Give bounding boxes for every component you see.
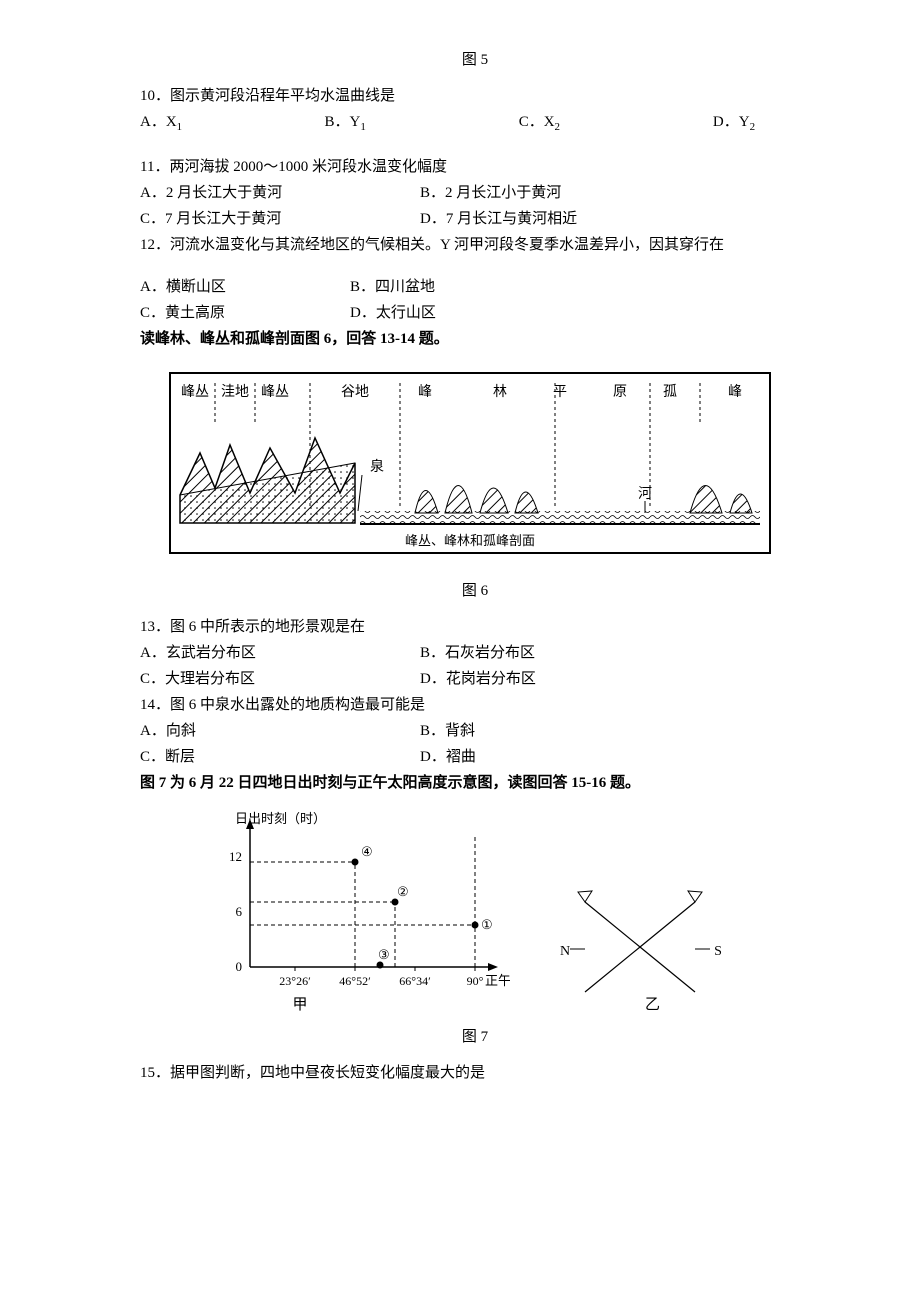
q15-stem: 15．据甲图判断，四地中昼夜长短变化幅度最大的是 bbox=[140, 1061, 810, 1085]
figure5-label: 图 5 bbox=[140, 48, 810, 72]
q12-A: A．横断山区 bbox=[140, 275, 350, 299]
svg-text:23°26′: 23°26′ bbox=[279, 974, 311, 988]
fig7-sub-left: 甲 bbox=[200, 993, 400, 1017]
q12-C: C．黄土高原 bbox=[140, 301, 350, 325]
q11-B: B．2 月长江小于黄河 bbox=[420, 181, 720, 205]
q10-stem: 10．图示黄河段沿程年平均水温曲线是 bbox=[140, 84, 810, 108]
q12-B: B．四川盆地 bbox=[350, 275, 650, 299]
intro-15-16: 图 7 为 6 月 22 日四地日出时刻与正午太阳高度示意图，读图回答 15-1… bbox=[140, 771, 810, 795]
svg-text:洼地: 洼地 bbox=[221, 384, 249, 400]
svg-text:④: ④ bbox=[361, 844, 373, 859]
q10-A: A．X1 bbox=[140, 110, 325, 137]
svg-text:正午太阳高度: 正午太阳高度 bbox=[485, 973, 510, 988]
svg-text:峰丛: 峰丛 bbox=[181, 384, 209, 400]
q11-options-row2: C．7 月长江大于黄河 D．7 月长江与黄河相近 bbox=[140, 207, 810, 231]
figure7-label: 图 7 bbox=[140, 1025, 810, 1049]
q14-stem: 14．图 6 中泉水出露处的地质构造最可能是 bbox=[140, 693, 810, 717]
svg-text:平: 平 bbox=[553, 385, 567, 400]
q13-D: D．花岗岩分布区 bbox=[420, 667, 720, 691]
q13-A: A．玄武岩分布区 bbox=[140, 641, 420, 665]
figure7: 0 6 12 23°26′ 46°52′ 66°34′ 90° 日出时刻（时） 正午太阳高度 ①… bbox=[200, 807, 810, 1017]
q14-options-row1: A．向斜 B．背斜 bbox=[140, 719, 810, 743]
svg-text:90°: 90° bbox=[467, 974, 484, 988]
figure6: 峰丛洼地峰丛 谷地 峰 林 平 原 孤 峰 泉 河 峰丛、峰林和孤峰剖面 bbox=[160, 363, 810, 571]
svg-text:河: 河 bbox=[638, 486, 652, 502]
q11-options-row1: A．2 月长江大于黄河 B．2 月长江小于黄河 bbox=[140, 181, 810, 205]
q10-C: C．X2 bbox=[519, 110, 713, 137]
svg-text:S: S bbox=[714, 944, 722, 959]
svg-text:林: 林 bbox=[493, 384, 507, 400]
q11-stem: 11．两河海拔 2000～1000 米河段水温变化幅度 bbox=[140, 155, 810, 179]
svg-text:日出时刻（时）: 日出时刻（时） bbox=[235, 811, 326, 826]
svg-text:0: 0 bbox=[236, 959, 243, 974]
q14-A: A．向斜 bbox=[140, 719, 420, 743]
svg-text:峰: 峰 bbox=[418, 384, 432, 400]
fig7-sub-right: 乙 bbox=[400, 993, 690, 1017]
q12-D: D．太行山区 bbox=[350, 301, 650, 325]
q10-D: D．Y2 bbox=[713, 110, 810, 137]
svg-text:①: ① bbox=[481, 917, 493, 932]
svg-text:峰丛、峰林和孤峰剖面: 峰丛、峰林和孤峰剖面 bbox=[405, 533, 535, 548]
q14-C: C．断层 bbox=[140, 745, 420, 769]
svg-text:峰: 峰 bbox=[728, 384, 742, 400]
q13-C: C．大理岩分布区 bbox=[140, 667, 420, 691]
q14-D: D．褶曲 bbox=[420, 745, 720, 769]
svg-text:66°34′: 66°34′ bbox=[399, 974, 431, 988]
q13-options-row2: C．大理岩分布区 D．花岗岩分布区 bbox=[140, 667, 810, 691]
svg-text:12: 12 bbox=[229, 849, 242, 864]
q11-A: A．2 月长江大于黄河 bbox=[140, 181, 420, 205]
svg-text:原: 原 bbox=[613, 385, 627, 400]
q12-stem: 12．河流水温变化与其流经地区的气候相关。Y 河甲河段冬夏季水温差异小，因其穿行… bbox=[140, 233, 810, 257]
svg-text:6: 6 bbox=[236, 904, 243, 919]
svg-text:N: N bbox=[560, 944, 570, 959]
svg-text:峰丛: 峰丛 bbox=[261, 384, 289, 400]
svg-text:谷地: 谷地 bbox=[341, 384, 369, 400]
q10-B: B．Y1 bbox=[325, 110, 519, 137]
q12-options-row1: A．横断山区 B．四川盆地 bbox=[140, 275, 810, 299]
figure6-label: 图 6 bbox=[140, 579, 810, 603]
svg-text:泉: 泉 bbox=[370, 458, 384, 475]
svg-text:孤: 孤 bbox=[663, 384, 677, 400]
q11-C: C．7 月长江大于黄河 bbox=[140, 207, 420, 231]
svg-text:46°52′: 46°52′ bbox=[339, 974, 371, 988]
svg-text:③: ③ bbox=[378, 947, 390, 962]
q11-D: D．7 月长江与黄河相近 bbox=[420, 207, 720, 231]
q13-B: B．石灰岩分布区 bbox=[420, 641, 720, 665]
q13-options-row1: A．玄武岩分布区 B．石灰岩分布区 bbox=[140, 641, 810, 665]
intro-13-14: 读峰林、峰丛和孤峰剖面图 6，回答 13-14 题。 bbox=[140, 327, 810, 351]
q14-options-row2: C．断层 D．褶曲 bbox=[140, 745, 810, 769]
svg-text:②: ② bbox=[397, 884, 409, 899]
q13-stem: 13．图 6 中所表示的地形景观是在 bbox=[140, 615, 810, 639]
q10-options: A．X1 B．Y1 C．X2 D．Y2 bbox=[140, 110, 810, 137]
q12-options-row2: C．黄土高原 D．太行山区 bbox=[140, 301, 810, 325]
q14-B: B．背斜 bbox=[420, 719, 720, 743]
